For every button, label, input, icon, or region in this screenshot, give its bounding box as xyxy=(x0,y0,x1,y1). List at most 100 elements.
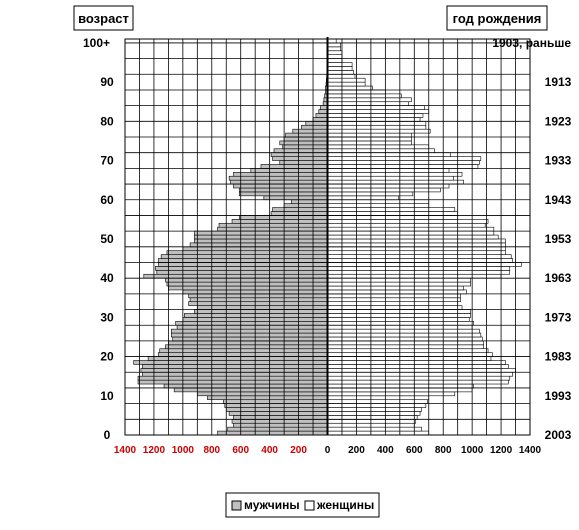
bar-women-age-66 xyxy=(328,172,463,176)
bar-women-age-36 xyxy=(328,290,467,294)
bar-men-age-43 xyxy=(158,262,327,266)
bar-men-age-32 xyxy=(197,306,327,310)
bar-women-age-96 xyxy=(328,55,342,59)
bar-men-age-80 xyxy=(313,117,327,121)
bar-men-age-33 xyxy=(189,302,328,306)
bar-men-age-0 xyxy=(218,431,328,435)
bar-men-age-67 xyxy=(251,168,328,172)
bar-men-age-82 xyxy=(319,110,328,114)
bar-women-age-22 xyxy=(328,345,484,349)
bar-women-age-19 xyxy=(328,357,491,361)
age-tick-label: 10 xyxy=(100,389,114,403)
bar-men-age-9 xyxy=(207,396,327,400)
bar-women-age-60 xyxy=(328,196,399,200)
bar-women-age-41 xyxy=(328,270,510,274)
age-tick-label: 30 xyxy=(100,310,114,324)
bar-men-age-21 xyxy=(160,349,328,353)
bar-women-age-54 xyxy=(328,219,489,223)
bar-women-age-17 xyxy=(328,364,509,368)
bar-men-age-68 xyxy=(261,164,328,168)
bar-men-age-34 xyxy=(190,298,327,302)
bar-men-age-28 xyxy=(176,321,328,325)
bar-women-age-21 xyxy=(328,349,489,353)
legend-swatch-men xyxy=(232,501,241,510)
bar-women-age-65 xyxy=(328,176,454,180)
bar-women-age-63 xyxy=(328,184,450,188)
legend-label-women: женщины xyxy=(316,498,374,512)
bar-men-age-27 xyxy=(177,325,327,329)
bar-men-age-62 xyxy=(239,188,327,192)
bar-men-age-69 xyxy=(280,161,328,165)
bar-men-age-40 xyxy=(144,274,328,278)
bar-men-age-20 xyxy=(158,353,327,357)
bar-women-age-14 xyxy=(328,376,510,380)
bar-men-age-19 xyxy=(148,357,327,361)
birth-year-tick-label: 1903, раньше xyxy=(492,36,571,50)
bar-women-age-62 xyxy=(328,188,441,192)
bar-women-age-5 xyxy=(328,411,421,415)
bar-men-age-81 xyxy=(316,113,328,117)
bar-men-age-70 xyxy=(273,157,328,161)
x-tick-label-men: 400 xyxy=(261,445,278,456)
bar-men-age-60 xyxy=(264,196,328,200)
bar-men-age-30 xyxy=(184,313,327,317)
bar-women-age-71 xyxy=(328,153,451,157)
x-tick-label-men: 1400 xyxy=(114,445,137,456)
age-tick-label: 80 xyxy=(100,114,114,128)
x-tick-label-women: 0 xyxy=(325,445,331,456)
bar-women-age-35 xyxy=(328,294,461,298)
bar-women-age-69 xyxy=(328,161,480,165)
bar-men-age-41 xyxy=(157,270,328,274)
birth-year-tick-label: 1923 xyxy=(545,114,572,128)
bar-women-age-59 xyxy=(328,200,429,204)
birth-year-tick-label: 1953 xyxy=(545,232,572,246)
x-tick-label-women: 600 xyxy=(406,445,423,456)
bar-women-age-86 xyxy=(328,94,402,98)
bar-men-age-12 xyxy=(164,384,327,388)
legend-label-men: мужчины xyxy=(244,498,300,512)
birth-year-axis-title: год рождения xyxy=(453,11,542,26)
bar-men-age-72 xyxy=(274,149,328,153)
bar-men-age-7 xyxy=(225,404,328,408)
bar-men-age-25 xyxy=(171,333,327,337)
bar-men-age-56 xyxy=(271,212,327,216)
bar-women-age-82 xyxy=(328,110,429,114)
x-tick-label-women: 1000 xyxy=(461,445,484,456)
bar-men-age-73 xyxy=(283,145,328,149)
bar-women-age-48 xyxy=(328,243,506,247)
bar-men-age-6 xyxy=(226,408,327,412)
bar-women-age-90 xyxy=(328,78,366,82)
bar-women-age-45 xyxy=(328,255,512,259)
bar-women-age-53 xyxy=(328,223,486,227)
bar-women-age-91 xyxy=(328,74,355,78)
age-tick-label: 0 xyxy=(104,428,111,442)
bar-women-age-74 xyxy=(328,141,412,145)
bar-women-age-42 xyxy=(328,266,510,270)
age-tick-label: 90 xyxy=(100,75,114,89)
age-tick-label: 20 xyxy=(100,350,114,364)
bar-women-age-4 xyxy=(328,415,418,419)
bar-women-age-32 xyxy=(328,306,463,310)
birth-year-tick-label: 1963 xyxy=(545,271,572,285)
bar-women-age-99 xyxy=(328,43,341,47)
age-tick-label: 60 xyxy=(100,193,114,207)
bar-women-age-31 xyxy=(328,310,471,314)
x-tick-label-men: 600 xyxy=(232,445,249,456)
bar-men-age-1 xyxy=(228,427,328,431)
bar-women-age-47 xyxy=(328,247,506,251)
bar-women-age-16 xyxy=(328,368,516,372)
birth-year-tick-label: 1993 xyxy=(545,389,572,403)
bar-men-age-74 xyxy=(280,141,328,145)
bar-women-age-23 xyxy=(328,341,484,345)
bar-women-age-24 xyxy=(328,337,483,341)
bar-women-age-38 xyxy=(328,282,471,286)
birth-year-tick-label: 2003 xyxy=(545,428,572,442)
bar-women-age-94 xyxy=(328,63,353,67)
bar-men-age-24 xyxy=(173,337,328,341)
bar-women-age-13 xyxy=(328,380,509,384)
bar-women-age-89 xyxy=(328,82,366,86)
bar-men-age-14 xyxy=(138,376,327,380)
bar-men-age-26 xyxy=(171,329,327,333)
bar-men-age-83 xyxy=(320,106,327,110)
